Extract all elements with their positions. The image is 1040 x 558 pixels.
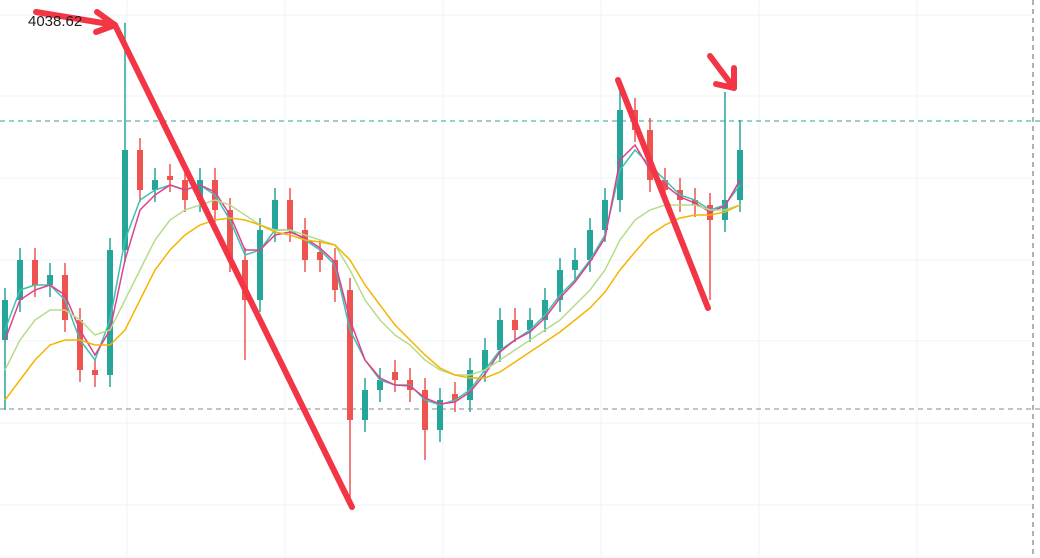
candle-body xyxy=(92,370,98,375)
candle-body xyxy=(47,275,53,285)
candle-body xyxy=(512,320,518,330)
candle-body xyxy=(332,260,338,290)
candle-body xyxy=(527,320,533,330)
candle-body xyxy=(362,390,368,420)
candle-body xyxy=(137,150,143,190)
moving-average xyxy=(4,204,741,401)
candle-body xyxy=(542,300,548,320)
annotation-line xyxy=(615,77,711,311)
candle-body xyxy=(317,252,323,260)
moving-average xyxy=(4,143,741,405)
candle-body xyxy=(452,394,458,400)
candle-body xyxy=(392,372,398,380)
plot-area xyxy=(0,22,1040,505)
candle-body xyxy=(617,110,623,200)
moving-average xyxy=(4,199,741,376)
candle-body xyxy=(2,300,8,340)
candle-body xyxy=(287,200,293,230)
candle-body xyxy=(152,180,158,190)
candle-body xyxy=(257,230,263,300)
candle-body xyxy=(227,210,233,260)
annotation-arrowhead xyxy=(713,65,737,91)
candle-body xyxy=(497,320,503,350)
candle-body xyxy=(557,270,563,300)
candle-body xyxy=(77,320,83,370)
candle-body xyxy=(737,150,743,200)
candle-body xyxy=(32,260,38,285)
candle-body xyxy=(302,230,308,260)
candle-body xyxy=(587,230,593,260)
candle-body xyxy=(347,290,353,420)
candle-body xyxy=(467,370,473,400)
candle-body xyxy=(422,390,428,430)
annotation-arrow xyxy=(707,53,737,91)
candle-body xyxy=(167,176,173,180)
candle-body xyxy=(572,260,578,270)
candle-body xyxy=(602,200,608,230)
candle-body xyxy=(272,200,278,230)
annotation-line xyxy=(112,22,355,510)
candle-body xyxy=(437,400,443,430)
moving-average xyxy=(4,148,741,406)
annotations xyxy=(33,9,737,510)
candle-body xyxy=(62,275,68,320)
candle-body xyxy=(482,350,488,370)
annotation-arrow xyxy=(33,9,118,28)
candle-body xyxy=(377,380,383,390)
candle-body xyxy=(122,150,128,250)
candle-body xyxy=(107,250,113,375)
candle-body xyxy=(197,180,203,200)
candle-body xyxy=(242,260,248,300)
high-label: 4038.62 xyxy=(28,13,82,30)
candle-body xyxy=(17,260,23,300)
